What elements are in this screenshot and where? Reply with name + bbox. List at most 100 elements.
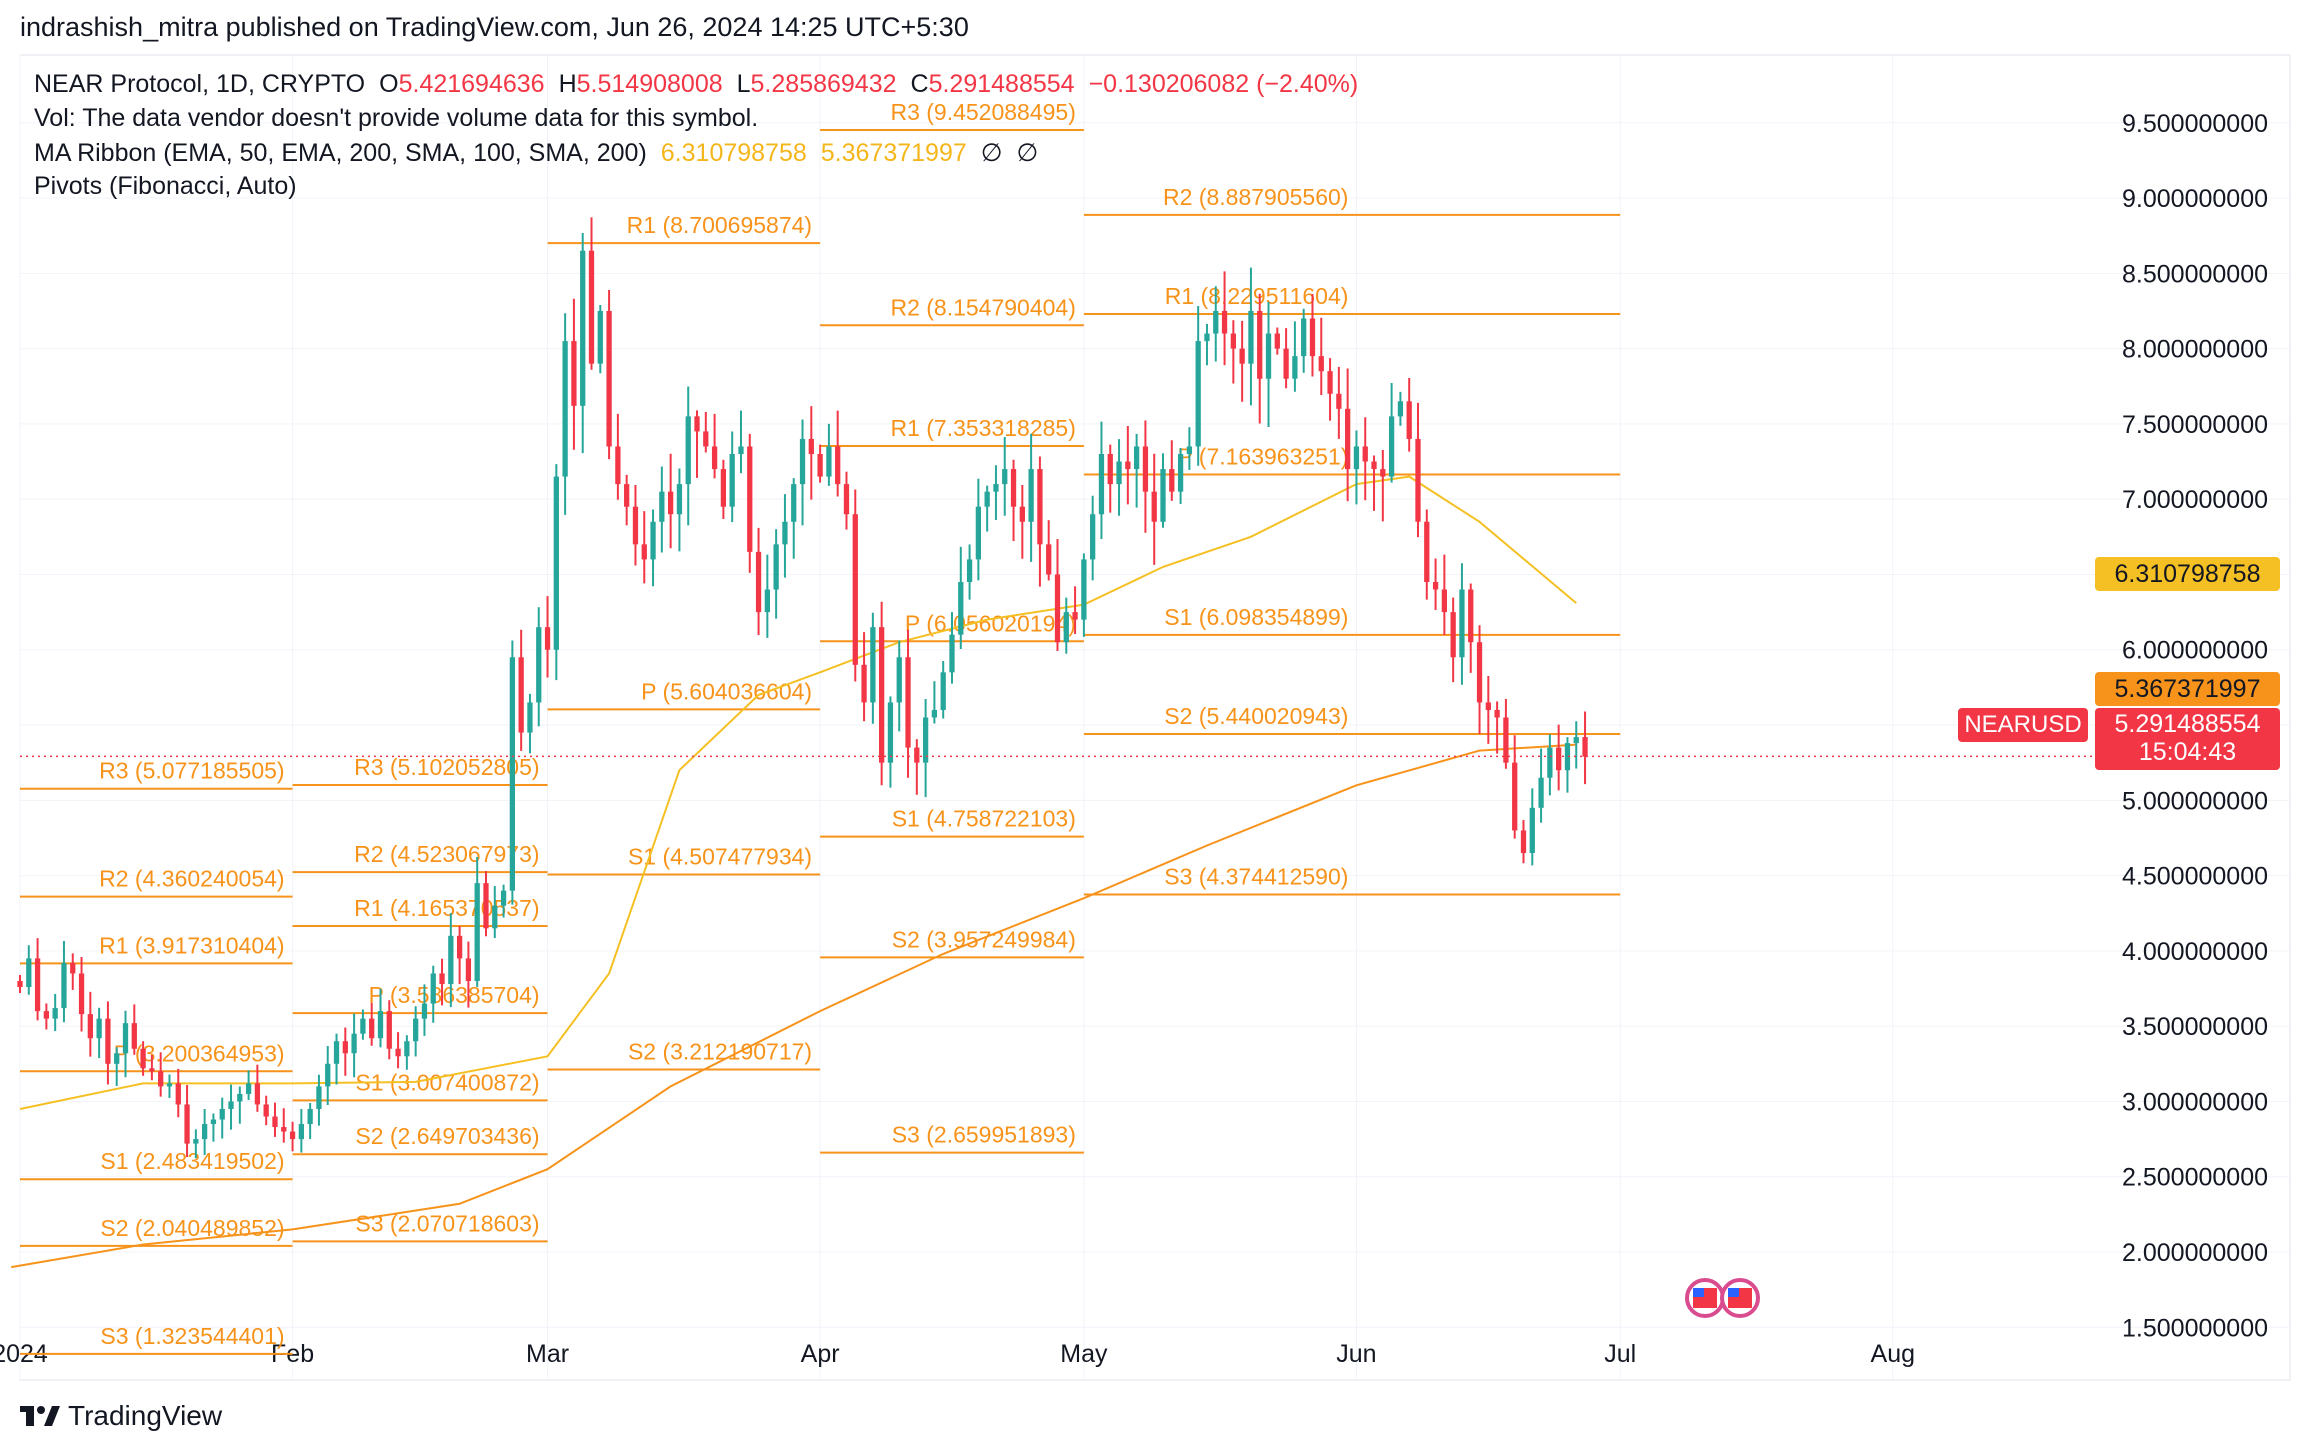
- candle-body: [421, 1003, 428, 1019]
- candle-body: [395, 1048, 401, 1057]
- pivot-label: R3 (5.077185505): [99, 758, 284, 784]
- volume-legend[interactable]: Vol: The data vendor doesn't provide vol…: [34, 104, 759, 132]
- candle-body: [1520, 830, 1527, 854]
- candle-body: [70, 962, 76, 974]
- x-tick-label: Jul: [1604, 1340, 1636, 1368]
- close-label: C: [910, 70, 929, 98]
- candle-body: [764, 589, 770, 613]
- pivots-legend[interactable]: Pivots (Fibonacci, Auto): [34, 172, 297, 200]
- candle-body: [17, 980, 23, 988]
- candle-body: [1503, 717, 1509, 763]
- y-tick-label: 2.500000000: [2122, 1164, 2268, 1192]
- candle-body: [87, 1014, 93, 1039]
- candle-body: [1265, 333, 1272, 379]
- candle-body: [1160, 469, 1166, 522]
- pivot-label: S3 (4.374412590): [1164, 864, 1348, 890]
- candle-body: [351, 1033, 357, 1054]
- pivot-label: S2 (3.212190717): [628, 1038, 812, 1064]
- symbol-title[interactable]: NEAR Protocol, 1D, CRYPTO: [34, 70, 366, 98]
- candle-body: [615, 446, 621, 485]
- candle-body: [1547, 747, 1553, 778]
- candle-body: [808, 438, 814, 455]
- y-tick-label: 5.000000000: [2122, 787, 2268, 815]
- candle-body: [1019, 506, 1025, 522]
- candle-body: [1116, 461, 1122, 485]
- candle-body: [325, 1063, 331, 1087]
- candle-body: [1564, 743, 1571, 771]
- candle-body: [342, 1041, 348, 1054]
- pivot-label: R1 (8.700695874): [627, 212, 812, 238]
- y-tick-label: 4.000000000: [2122, 938, 2268, 966]
- candle-body: [149, 1068, 155, 1072]
- pivot-label: P (5.604036604): [641, 678, 812, 704]
- y-tick-label: 9.500000000: [2122, 110, 2268, 138]
- candle-body: [588, 250, 595, 364]
- candle-body: [755, 551, 762, 613]
- candle-body: [747, 446, 753, 552]
- candle-body: [1362, 446, 1368, 462]
- candle-body: [597, 310, 603, 364]
- candle-body: [1468, 589, 1474, 643]
- candle-body: [703, 431, 709, 447]
- pivot-label: S2 (3.957249984): [892, 926, 1076, 952]
- pivot-label: R1 (7.353318285): [890, 415, 1075, 441]
- candle-body: [1090, 514, 1096, 560]
- candle-body: [1353, 446, 1360, 470]
- candle-body: [1169, 469, 1175, 492]
- candle-body: [1010, 469, 1017, 507]
- candle-body: [1081, 559, 1087, 620]
- candle-body: [1582, 737, 1588, 757]
- close-value: 5.291488554: [928, 70, 1075, 98]
- candle-body: [166, 1083, 173, 1087]
- candle-body: [1283, 348, 1289, 379]
- ma-ribbon-label: MA Ribbon (EMA, 50, EMA, 200, SMA, 100, …: [34, 139, 647, 167]
- candle-body: [1046, 544, 1052, 575]
- candle-body: [1151, 491, 1157, 522]
- pivot-label: S2 (2.040489852): [100, 1215, 284, 1241]
- brand-name: TradingView: [68, 1400, 223, 1431]
- ma-ribbon-legend[interactable]: MA Ribbon (EMA, 50, EMA, 200, SMA, 100, …: [34, 138, 1038, 168]
- candle-body: [1388, 416, 1395, 477]
- candle-body: [333, 1041, 340, 1064]
- y-tick-label: 1.500000000: [2122, 1314, 2268, 1342]
- candle-body: [896, 657, 902, 703]
- candle-body: [1186, 446, 1193, 455]
- pivot-label: P (7.163963251): [1177, 443, 1348, 469]
- candle-body: [483, 883, 489, 929]
- candle-body: [606, 310, 612, 447]
- y-tick-label: 4.500000000: [2122, 863, 2268, 891]
- candle-body: [641, 544, 647, 560]
- ma-na-1: ∅: [980, 139, 1003, 167]
- candle-body: [1512, 762, 1518, 831]
- pivot-label: S3 (2.659951893): [892, 1122, 1076, 1148]
- ma-value-1: 6.310798758: [660, 139, 807, 167]
- candle-body: [1239, 348, 1245, 364]
- candle-body: [914, 747, 920, 763]
- candle-body: [263, 1104, 269, 1117]
- candle-body: [245, 1083, 252, 1094]
- candle-body: [729, 454, 735, 507]
- candle-body: [210, 1119, 217, 1125]
- candle-body: [843, 484, 850, 515]
- candle-body: [562, 341, 568, 477]
- candle-body: [43, 1011, 50, 1019]
- candle-body: [676, 484, 683, 515]
- last-price-tag: 5.291488554 15:04:43: [2095, 708, 2280, 770]
- tradingview-brand[interactable]: TradingView: [20, 1400, 222, 1432]
- candle-body: [122, 1023, 129, 1054]
- candle-body: [1556, 747, 1562, 771]
- candle-body: [281, 1127, 287, 1132]
- candle-body: [1028, 469, 1034, 522]
- candle-body: [158, 1071, 164, 1087]
- candle-body: [1204, 333, 1210, 342]
- y-tick-label: 8.500000000: [2122, 260, 2268, 288]
- candle-body: [1485, 702, 1491, 710]
- candle-body: [1318, 356, 1324, 372]
- candle-body: [1133, 446, 1140, 470]
- candle-body: [993, 484, 999, 492]
- candle-body: [852, 514, 858, 665]
- ma-line: [11, 743, 1577, 1269]
- candle-body: [298, 1124, 304, 1140]
- low-value: 5.285869432: [750, 70, 897, 98]
